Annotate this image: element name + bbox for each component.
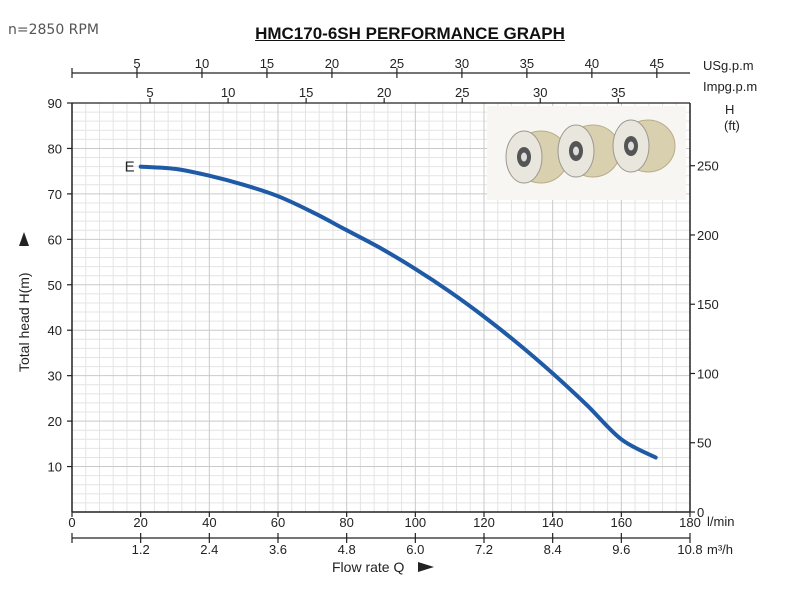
x-axis-title: Flow rate Q xyxy=(332,559,404,575)
impeller-photo xyxy=(487,106,686,200)
speed-note: n=2850 RPM xyxy=(8,22,99,38)
y-axis-title: Total head H(m) xyxy=(16,272,32,372)
x-tick-label: 120 xyxy=(473,515,495,530)
m3h-tick-label: 4.8 xyxy=(338,542,356,557)
m3h-tick-label: 7.2 xyxy=(475,542,493,557)
x-tick-label: 40 xyxy=(202,515,216,530)
head-ft-tick-label: 50 xyxy=(697,436,711,451)
impgpm-tick-label: 35 xyxy=(611,85,625,100)
impeller-1-icon xyxy=(505,130,569,184)
x-unit-label: l/min xyxy=(707,514,734,529)
head-ft-tick-label: 0 xyxy=(697,505,704,520)
x-tick-label: 140 xyxy=(542,515,564,530)
head-ft-tick-label: 250 xyxy=(697,159,719,174)
m3h-tick-label: 2.4 xyxy=(200,542,218,557)
y-tick-label: 40 xyxy=(48,323,62,338)
x-tick-label: 160 xyxy=(610,515,632,530)
m3h-tick-label: 9.6 xyxy=(612,542,630,557)
y-tick-label: 50 xyxy=(48,278,62,293)
x-tick-label: 80 xyxy=(339,515,353,530)
usgpm-tick-label: 5 xyxy=(133,56,140,71)
impgpm-tick-label: 20 xyxy=(377,85,391,100)
x-tick-label: 0 xyxy=(68,515,75,530)
m3h-tick-label: 6.0 xyxy=(406,542,424,557)
chart-title: HMC170-6SH PERFORMANCE GRAPH xyxy=(255,24,565,43)
x-tick-label: 180 xyxy=(679,515,701,530)
x-tick-label: 20 xyxy=(133,515,147,530)
y-tick-label: 90 xyxy=(48,96,62,111)
x-axis-arrow-icon xyxy=(418,562,434,572)
usgpm-tick-label: 25 xyxy=(390,56,404,71)
y-tick-label: 80 xyxy=(48,141,62,156)
m3h-unit-label: m³/h xyxy=(707,542,733,557)
y-tick-label: 70 xyxy=(48,187,62,202)
y-tick-label: 60 xyxy=(48,232,62,247)
impgpm-tick-label: 25 xyxy=(455,85,469,100)
m3h-tick-label: 3.6 xyxy=(269,542,287,557)
y-tick-label: 30 xyxy=(48,369,62,384)
impgpm-tick-label: 30 xyxy=(533,85,547,100)
m3h-tick-label: 8.4 xyxy=(544,542,562,557)
y-tick-label: 20 xyxy=(48,414,62,429)
usgpm-tick-label: 20 xyxy=(325,56,339,71)
minor-grid xyxy=(72,103,690,512)
impgpm-tick-label: 5 xyxy=(146,85,153,100)
head-ft-tick-label: 100 xyxy=(697,366,719,381)
usgpm-tick-label: 40 xyxy=(585,56,599,71)
head-ft-label: H xyxy=(725,102,734,117)
m3h-tick-label: 1.2 xyxy=(132,542,150,557)
head-ft-tick-label: 200 xyxy=(697,228,719,243)
usgpm-tick-label: 30 xyxy=(455,56,469,71)
x-tick-label: 60 xyxy=(271,515,285,530)
axis-ticks xyxy=(67,68,695,543)
head-ft-tick-label: 150 xyxy=(697,297,719,312)
head-ft-unit-label: (ft) xyxy=(724,118,740,133)
usgpm-tick-label: 35 xyxy=(520,56,534,71)
usgpm-tick-label: 45 xyxy=(650,56,664,71)
impgpm-tick-label: 10 xyxy=(221,85,235,100)
x-tick-label: 100 xyxy=(404,515,426,530)
y-axis-arrow-icon xyxy=(19,232,29,246)
impeller-3-icon xyxy=(612,119,676,173)
usgpm-tick-label: 15 xyxy=(260,56,274,71)
impgpm-tick-label: 15 xyxy=(299,85,313,100)
impgpm-unit-label: Impg.p.m xyxy=(703,79,757,94)
m3h-tick-label: 10.8 xyxy=(677,542,702,557)
curve-label-E: E xyxy=(125,159,135,176)
performance-curve-E xyxy=(138,164,658,460)
impeller-2-icon xyxy=(557,124,621,178)
y-tick-label: 10 xyxy=(48,460,62,475)
usgpm-tick-label: 10 xyxy=(195,56,209,71)
usgpm-unit-label: USg.p.m xyxy=(703,58,754,73)
